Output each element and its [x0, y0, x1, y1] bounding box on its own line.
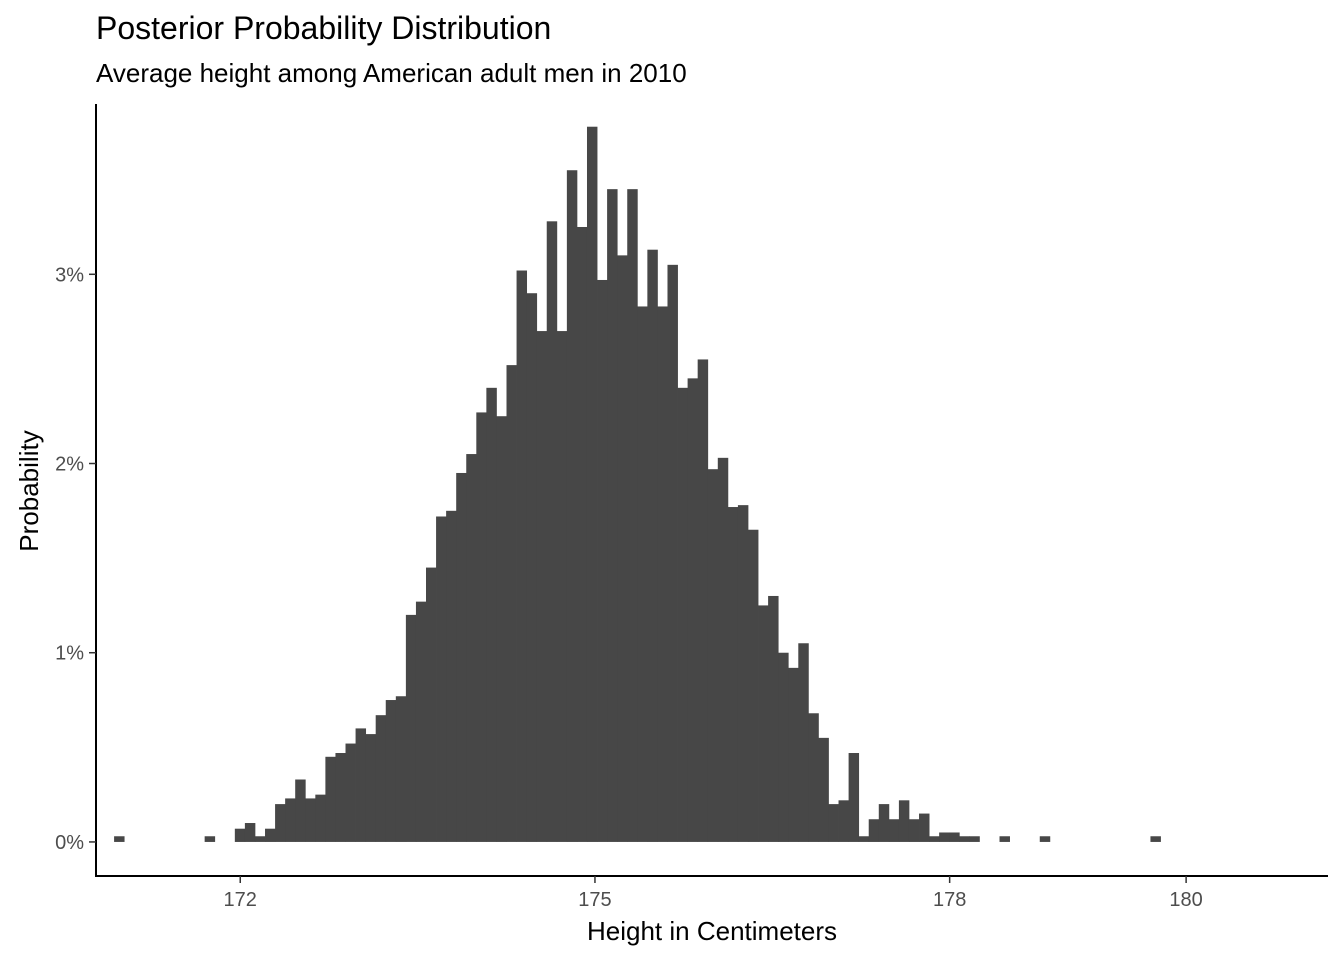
histogram-bar — [929, 836, 940, 842]
histogram-bar — [607, 189, 618, 842]
histogram-bar — [395, 696, 407, 842]
histogram-bar — [506, 365, 517, 842]
histogram-bar — [949, 832, 960, 842]
chart-title: Posterior Probability Distribution — [96, 10, 552, 46]
histogram-bar — [969, 836, 980, 842]
histogram-bar — [818, 737, 829, 842]
histogram-bar — [888, 819, 900, 842]
histogram-bar — [426, 567, 437, 842]
y-tick-label: 2% — [55, 454, 84, 476]
histogram-bar — [667, 264, 678, 842]
histogram-bar — [697, 359, 709, 842]
histogram-bar — [617, 255, 628, 842]
histogram-bar — [939, 832, 950, 842]
histogram-bar — [597, 279, 608, 842]
histogram-bar — [637, 306, 648, 842]
histogram-bars — [114, 126, 1161, 842]
histogram-bar — [114, 836, 125, 842]
histogram-bar — [788, 667, 799, 842]
histogram-bar — [446, 510, 457, 842]
histogram-bar — [838, 800, 849, 842]
chart-subtitle: Average height among American adult men … — [96, 58, 687, 88]
histogram-bar — [405, 614, 417, 842]
y-tick-label: 3% — [55, 264, 84, 286]
histogram-bar — [707, 469, 719, 842]
histogram-bar — [687, 378, 699, 842]
histogram-bar — [476, 412, 487, 842]
y-axis-title: Probability — [14, 430, 44, 551]
histogram-bar — [758, 605, 769, 842]
histogram-bar — [496, 416, 507, 842]
histogram-bar — [798, 643, 809, 842]
histogram-bar — [295, 779, 306, 842]
x-tick-label: 178 — [933, 889, 966, 911]
histogram-bar — [657, 306, 668, 842]
histogram-bar — [576, 226, 588, 842]
histogram-bar — [305, 798, 316, 842]
histogram-bar — [345, 743, 356, 842]
histogram-bar — [627, 189, 638, 842]
histogram-bar — [325, 756, 336, 842]
histogram-bar — [375, 715, 387, 842]
histogram-bar — [768, 595, 779, 842]
histogram-bar — [727, 507, 739, 842]
histogram-bar — [848, 753, 860, 842]
histogram-bar — [778, 652, 789, 842]
histogram-bar — [747, 529, 759, 842]
x-tick-label: 180 — [1169, 889, 1202, 911]
histogram-bar — [254, 836, 266, 842]
histogram-bar — [566, 170, 578, 842]
histogram-bar — [556, 331, 568, 842]
histogram-bar — [858, 836, 870, 842]
histogram-bar — [385, 700, 397, 842]
histogram-bar — [717, 457, 729, 842]
histogram-bar — [486, 387, 497, 842]
x-axis-title: Height in Centimeters — [587, 916, 837, 946]
histogram-bar — [244, 823, 256, 842]
histogram-bar — [677, 387, 689, 842]
x-axis-ticks: 172 175 178 180 — [224, 876, 1203, 911]
histogram-bar — [999, 836, 1010, 842]
histogram-bar — [526, 293, 538, 842]
histogram-bar — [586, 126, 598, 842]
histogram-bar — [808, 713, 819, 842]
y-tick-label: 0% — [55, 832, 84, 854]
histogram-bar — [908, 819, 920, 842]
histogram-bar — [516, 270, 528, 842]
histogram-bar — [355, 728, 367, 842]
histogram-bar — [415, 601, 427, 842]
histogram-bar — [335, 753, 346, 842]
histogram-bar — [234, 828, 246, 842]
histogram-bar — [204, 836, 216, 842]
histogram-bar — [285, 798, 296, 842]
histogram-bar — [536, 331, 548, 842]
histogram-bar — [315, 794, 326, 842]
x-tick-label: 175 — [578, 889, 611, 911]
histogram-bar — [828, 804, 839, 842]
histogram-bar — [265, 828, 276, 842]
histogram-bar — [1150, 836, 1161, 842]
histogram-bar — [959, 836, 970, 842]
histogram-bar — [275, 804, 286, 842]
histogram-bar — [898, 800, 910, 842]
y-axis-ticks: 0% 1% 2% 3% — [55, 264, 96, 854]
histogram-bar — [868, 819, 880, 842]
y-tick-label: 1% — [55, 643, 84, 665]
histogram-bar — [436, 516, 447, 842]
histogram-bar — [737, 505, 749, 842]
histogram-bar — [919, 813, 930, 842]
histogram-bar — [1039, 836, 1051, 842]
histogram-bar — [546, 221, 558, 842]
histogram-bar — [466, 454, 477, 842]
histogram-bar — [365, 734, 377, 842]
histogram-bar — [878, 804, 890, 842]
histogram-bar — [456, 472, 467, 842]
x-tick-label: 172 — [224, 889, 257, 911]
histogram-bar — [647, 249, 658, 842]
